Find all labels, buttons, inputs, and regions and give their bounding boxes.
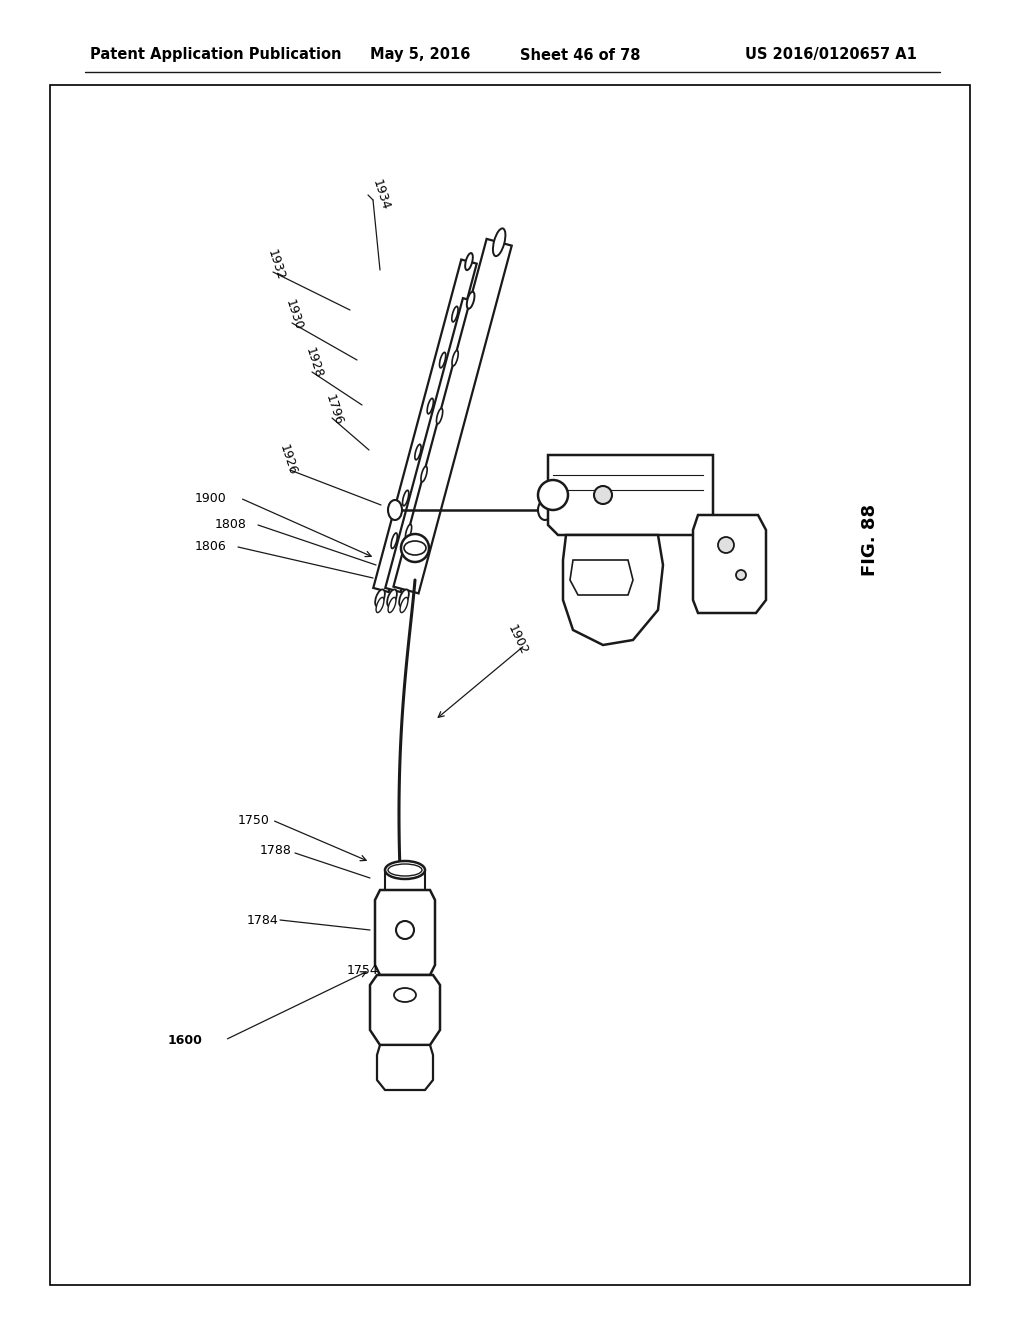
Ellipse shape (376, 598, 384, 612)
Text: 1932: 1932 (265, 248, 287, 282)
Text: 1926: 1926 (278, 444, 299, 477)
Polygon shape (563, 535, 663, 645)
Text: Sheet 46 of 78: Sheet 46 of 78 (520, 48, 640, 62)
Text: US 2016/0120657 A1: US 2016/0120657 A1 (745, 48, 916, 62)
Ellipse shape (387, 590, 397, 607)
Text: 1902: 1902 (505, 623, 530, 657)
Ellipse shape (718, 537, 734, 553)
Polygon shape (385, 298, 478, 593)
Polygon shape (370, 975, 440, 1045)
Ellipse shape (538, 500, 552, 520)
Ellipse shape (396, 921, 414, 939)
Ellipse shape (427, 399, 433, 414)
Polygon shape (393, 239, 512, 594)
Ellipse shape (394, 987, 416, 1002)
Ellipse shape (375, 590, 385, 607)
Ellipse shape (436, 408, 442, 424)
Text: 1928: 1928 (303, 346, 326, 380)
Ellipse shape (415, 445, 421, 459)
Ellipse shape (406, 524, 412, 540)
Text: 1754: 1754 (346, 964, 378, 977)
Ellipse shape (404, 541, 426, 554)
Text: 1784: 1784 (246, 913, 278, 927)
Ellipse shape (439, 352, 445, 368)
Text: Patent Application Publication: Patent Application Publication (90, 48, 341, 62)
Ellipse shape (465, 253, 473, 271)
Polygon shape (693, 515, 766, 612)
Ellipse shape (736, 570, 746, 579)
Text: 1934: 1934 (370, 178, 392, 213)
Text: 1806: 1806 (195, 540, 226, 553)
Polygon shape (377, 1045, 433, 1090)
Bar (50, 84, 970, 1284)
Polygon shape (548, 455, 713, 535)
Ellipse shape (400, 598, 408, 612)
Polygon shape (570, 560, 633, 595)
Ellipse shape (388, 598, 396, 612)
Ellipse shape (452, 306, 458, 322)
Ellipse shape (493, 228, 506, 256)
Ellipse shape (399, 590, 409, 607)
Text: 1796: 1796 (323, 393, 345, 428)
Text: 1788: 1788 (260, 843, 292, 857)
Ellipse shape (538, 480, 568, 510)
Text: 1600: 1600 (168, 1034, 203, 1047)
Text: 1808: 1808 (215, 519, 247, 532)
Polygon shape (374, 260, 477, 593)
Ellipse shape (388, 865, 422, 876)
Polygon shape (375, 890, 435, 975)
Ellipse shape (391, 533, 397, 549)
Ellipse shape (385, 861, 425, 879)
Text: May 5, 2016: May 5, 2016 (370, 48, 470, 62)
Ellipse shape (388, 500, 402, 520)
Ellipse shape (402, 490, 409, 506)
Text: FIG. 88: FIG. 88 (861, 504, 879, 576)
Ellipse shape (594, 486, 612, 504)
Ellipse shape (467, 292, 474, 309)
Text: 1750: 1750 (239, 813, 270, 826)
Text: 1900: 1900 (195, 491, 226, 504)
Ellipse shape (401, 535, 429, 562)
Ellipse shape (452, 350, 458, 366)
Ellipse shape (421, 466, 427, 482)
Text: 1930: 1930 (283, 298, 305, 333)
